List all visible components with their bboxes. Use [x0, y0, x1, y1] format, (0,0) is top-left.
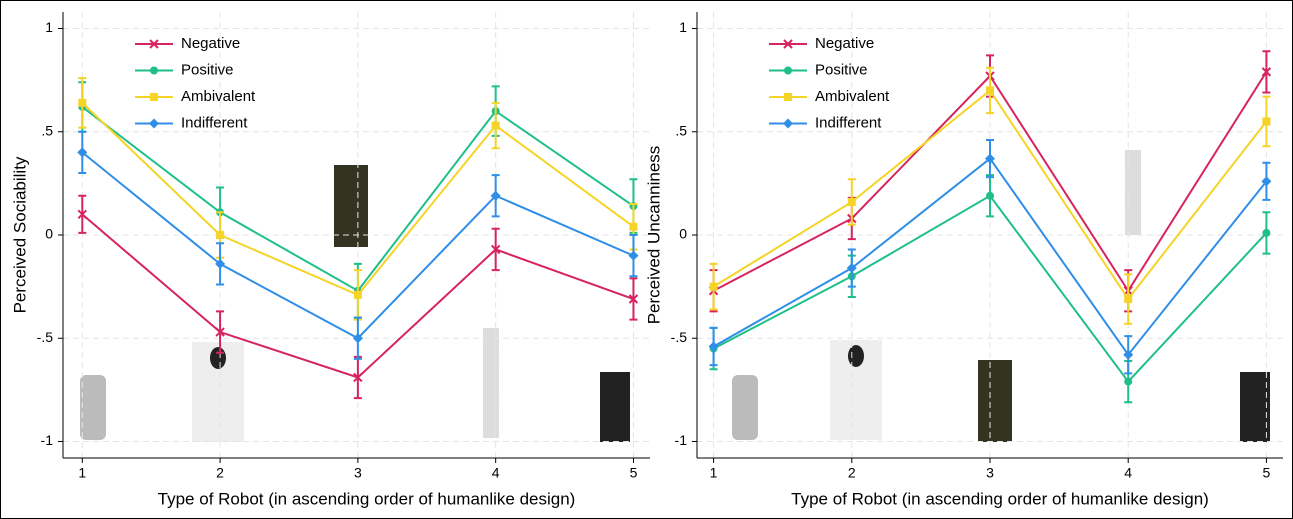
legend-marker — [783, 39, 793, 49]
point — [77, 147, 88, 158]
point — [629, 222, 638, 231]
point — [352, 333, 363, 344]
x-tick-label: 1 — [78, 465, 86, 481]
legend-label: Indifferent — [815, 114, 882, 131]
x-axis-title: Type of Robot (in ascending order of hum… — [791, 489, 1209, 508]
point — [215, 327, 225, 337]
point — [1261, 176, 1272, 187]
legend-label: Indifferent — [181, 114, 248, 131]
point — [490, 190, 501, 201]
legend-label: Ambivalent — [815, 88, 890, 105]
y-tick-label: -1 — [675, 432, 688, 448]
x-tick-label: 5 — [1263, 465, 1271, 481]
legend-label: Ambivalent — [181, 88, 256, 105]
point — [490, 244, 501, 255]
point — [709, 282, 718, 291]
point — [77, 209, 87, 220]
robot-icon — [848, 345, 864, 367]
y-tick-label: -.5 — [37, 329, 54, 345]
point — [628, 294, 639, 304]
legend-label: Negative — [815, 35, 874, 52]
x-tick-label: 2 — [216, 465, 224, 481]
robot-icon — [483, 328, 499, 438]
y-tick-label: 0 — [679, 226, 687, 242]
point — [985, 153, 995, 164]
robot-icon — [1240, 372, 1270, 442]
point — [628, 250, 639, 261]
point — [986, 191, 994, 200]
point — [846, 263, 857, 274]
point — [1262, 228, 1271, 237]
y-tick-label: .5 — [41, 122, 53, 138]
point — [986, 86, 994, 95]
point — [1124, 295, 1133, 304]
robot-icon — [600, 372, 630, 442]
robot-icon — [732, 375, 758, 440]
x-tick-label: 3 — [354, 465, 362, 481]
robot-icon — [80, 375, 106, 440]
x-tick-label: 5 — [630, 465, 638, 481]
x-axis-title: Type of Robot (in ascending order of hum… — [158, 489, 576, 508]
legend-label: Negative — [181, 35, 240, 52]
point — [1261, 67, 1272, 77]
point — [78, 98, 87, 107]
point — [353, 372, 363, 383]
point — [708, 341, 719, 352]
y-axis-title: Perceived Uncanniness — [644, 146, 663, 325]
point — [1123, 349, 1134, 360]
x-tick-label: 3 — [986, 465, 994, 481]
point — [491, 121, 500, 130]
legend-label: Positive — [815, 61, 868, 78]
legend-marker — [784, 93, 792, 101]
x-tick-label: 4 — [1124, 465, 1132, 481]
legend-marker — [149, 39, 159, 49]
robot-icon — [1125, 150, 1141, 235]
x-tick-label: 2 — [848, 465, 856, 481]
y-tick-label: 1 — [45, 19, 53, 35]
legend-label: Positive — [181, 61, 234, 78]
legend-marker — [150, 93, 158, 101]
robot-icon — [210, 347, 226, 369]
point — [1262, 117, 1271, 126]
x-tick-label: 4 — [492, 465, 500, 481]
point — [847, 197, 856, 206]
legend-marker — [149, 118, 159, 129]
x-tick-label: 1 — [710, 465, 718, 481]
y-tick-label: 0 — [45, 226, 53, 242]
point — [216, 231, 225, 239]
point — [353, 290, 362, 299]
y-tick-label: .5 — [675, 122, 687, 138]
legend-marker — [150, 66, 158, 75]
y-axis-title: Perceived Sociability — [10, 156, 29, 313]
y-tick-label: -.5 — [671, 329, 688, 345]
y-tick-label: -1 — [41, 432, 54, 448]
y-tick-label: 1 — [679, 19, 687, 35]
robot-icon — [978, 360, 1012, 442]
legend-marker — [784, 66, 792, 75]
point — [215, 258, 226, 269]
point — [1124, 377, 1133, 386]
robot-icons — [80, 150, 1270, 442]
robot-icon — [334, 165, 368, 247]
legend-marker — [783, 118, 793, 129]
